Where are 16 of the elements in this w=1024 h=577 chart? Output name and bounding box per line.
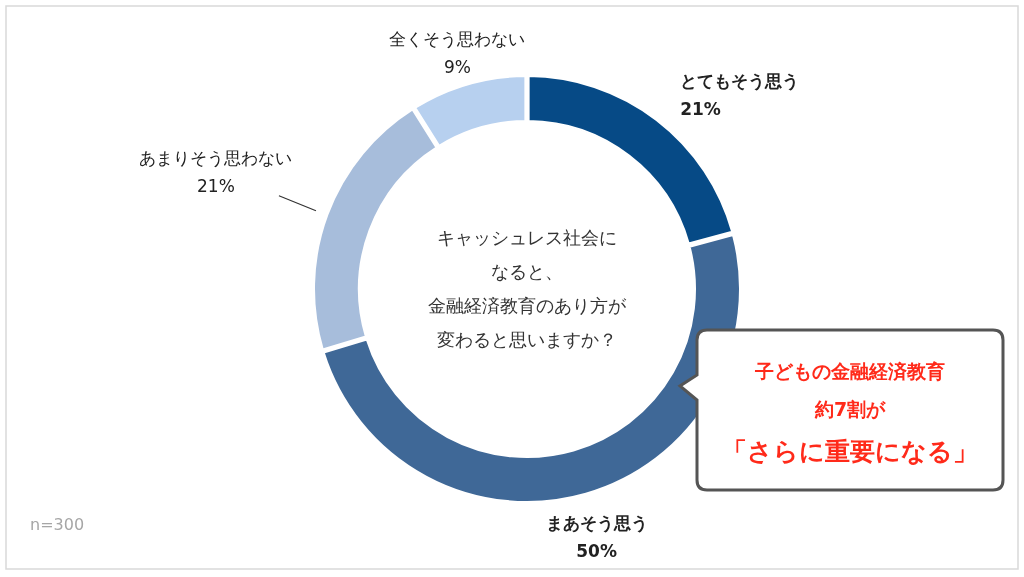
text: 約7割が xyxy=(813,398,887,420)
data-label: 21% xyxy=(197,175,235,196)
data-label: 21% xyxy=(680,98,721,119)
text: 変わると思いますか？ xyxy=(437,329,617,350)
slice-label: とてもそう思う xyxy=(680,70,800,91)
data-label: 50% xyxy=(576,541,617,562)
text: n=300 xyxy=(30,515,85,534)
slice-label: 全くそう思わない xyxy=(389,28,526,49)
text: なると、 xyxy=(491,261,563,282)
data-label: 9% xyxy=(443,56,471,77)
text: 「さらに重要になる」 xyxy=(722,437,978,466)
slice-label: あまりそう思わない xyxy=(139,147,293,168)
slice-label: まあそう思う xyxy=(545,513,648,534)
text: 子どもの金融経済教育 xyxy=(754,360,945,382)
text: キャッシュレス社会に xyxy=(437,227,617,248)
text: 金融経済教育のあり方が xyxy=(428,295,627,316)
